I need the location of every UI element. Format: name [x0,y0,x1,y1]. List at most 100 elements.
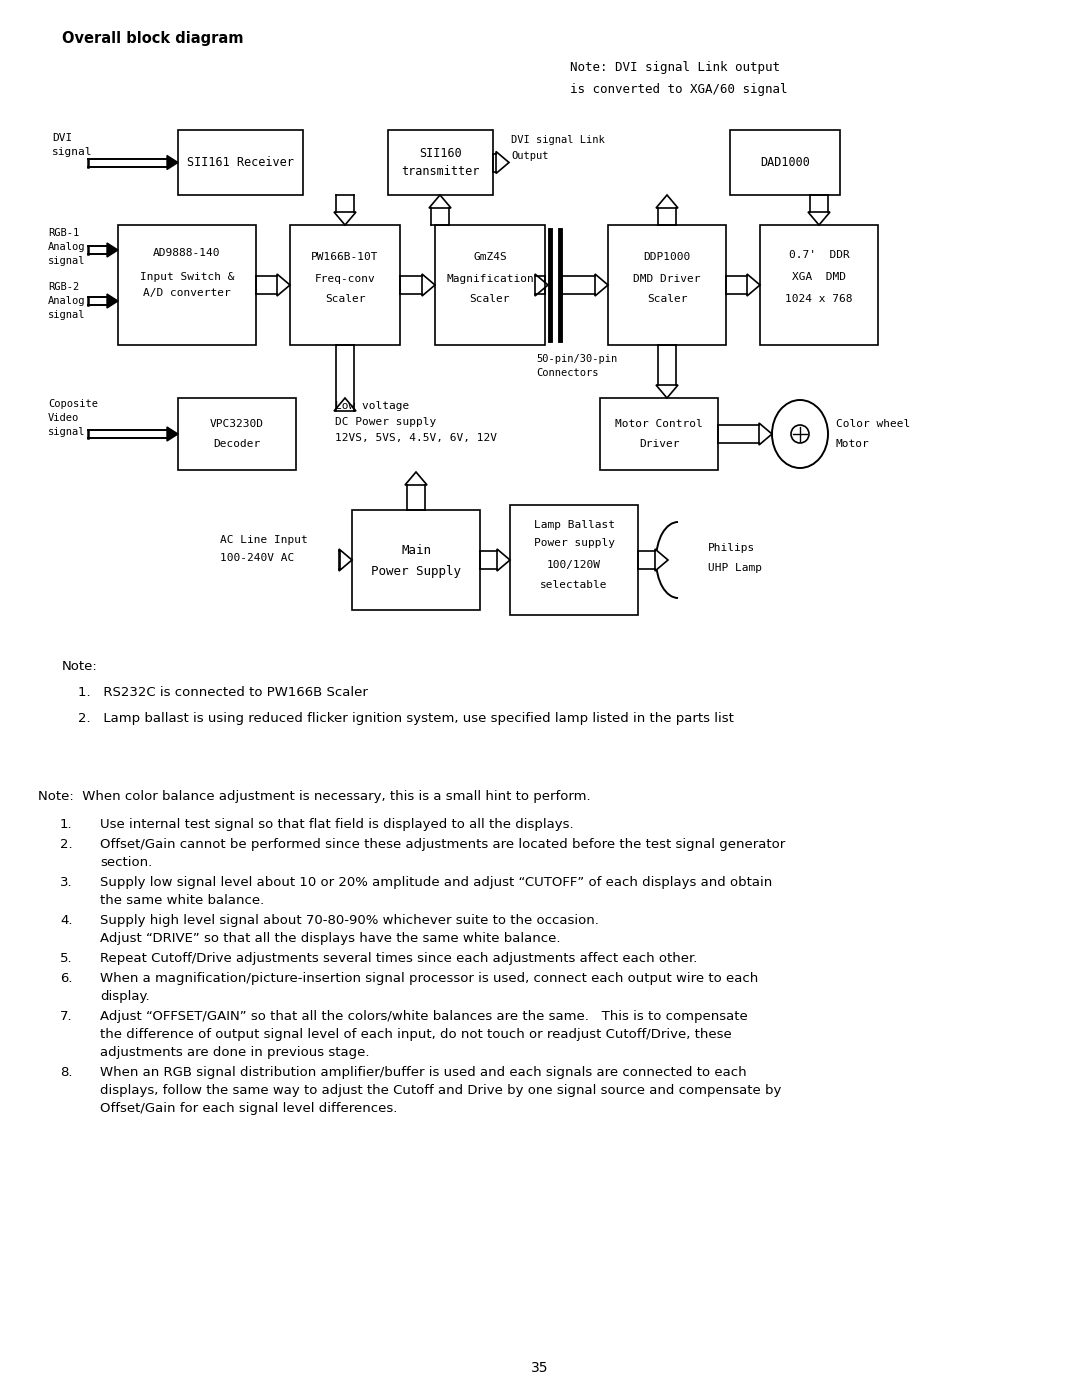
Text: VPC3230D: VPC3230D [210,419,264,429]
Text: is converted to XGA/60 signal: is converted to XGA/60 signal [570,84,787,96]
Polygon shape [334,212,356,225]
Text: signal: signal [52,147,93,156]
Text: 2.: 2. [60,838,72,851]
Text: Note:  When color balance adjustment is necessary, this is a small hint to perfo: Note: When color balance adjustment is n… [38,789,591,803]
Text: Scaler: Scaler [647,293,687,305]
Text: DAD1000: DAD1000 [760,156,810,169]
Polygon shape [759,423,772,446]
Text: Motor: Motor [836,439,869,448]
Polygon shape [656,196,678,208]
Ellipse shape [772,400,828,468]
Polygon shape [747,274,760,296]
Text: Power Supply: Power Supply [372,566,461,578]
Text: the same white balance.: the same white balance. [100,894,265,907]
Polygon shape [107,243,118,257]
Text: Adjust “OFFSET/GAIN” so that all the colors/white balances are the same.   This : Adjust “OFFSET/GAIN” so that all the col… [100,1010,747,1023]
Text: Note:: Note: [62,659,98,673]
Text: Analog: Analog [48,296,85,306]
Text: Decoder: Decoder [214,439,260,448]
Text: DVI: DVI [52,133,72,142]
Text: Freq-conv: Freq-conv [314,274,376,284]
Bar [388,130,492,196]
Text: 1.   RS232C is connected to PW166B Scaler: 1. RS232C is connected to PW166B Scaler [78,686,368,698]
Text: display.: display. [100,990,150,1003]
Text: Driver: Driver [638,439,679,448]
Polygon shape [405,472,427,485]
Polygon shape [107,293,118,307]
Text: When an RGB signal distribution amplifier/buffer is used and each signals are co: When an RGB signal distribution amplifie… [100,1066,746,1078]
Text: 6.: 6. [60,972,72,985]
Bar [608,225,726,345]
Text: Power supply: Power supply [534,538,615,548]
Bar [600,398,718,469]
Text: 1024 x 768: 1024 x 768 [785,293,853,305]
Text: displays, follow the same way to adjust the Cutoff and Drive by one signal sourc: displays, follow the same way to adjust … [100,1084,781,1097]
Polygon shape [422,274,435,296]
Polygon shape [167,427,178,441]
Text: Repeat Cutoff/Drive adjustments several times since each adjustments affect each: Repeat Cutoff/Drive adjustments several … [100,951,698,965]
Text: AD9888-140: AD9888-140 [153,249,220,258]
Text: Offset/Gain cannot be performed since these adjustments are located before the t: Offset/Gain cannot be performed since th… [100,838,785,851]
Text: Use internal test signal so that flat field is displayed to all the displays.: Use internal test signal so that flat fi… [100,819,573,831]
Text: SII160: SII160 [419,147,462,161]
Text: Magnification: Magnification [446,274,534,284]
Text: 3.: 3. [60,876,72,888]
Text: UHP Lamp: UHP Lamp [708,563,762,573]
Text: RGB-2: RGB-2 [48,282,79,292]
Text: Main: Main [401,543,431,556]
Text: Adjust “DRIVE” so that all the displays have the same white balance.: Adjust “DRIVE” so that all the displays … [100,932,561,944]
Polygon shape [334,398,356,411]
Text: selectable: selectable [540,580,608,590]
Bar [178,130,303,196]
Text: Note: DVI signal Link output: Note: DVI signal Link output [570,61,780,74]
Text: Supply high level signal about 70-80-90% whichever suite to the occasion.: Supply high level signal about 70-80-90%… [100,914,599,928]
Text: Philips: Philips [708,543,755,553]
Text: the difference of output signal level of each input, do not touch or readjust Cu: the difference of output signal level of… [100,1028,732,1041]
Text: Lamp Ballast: Lamp Ballast [534,520,615,529]
Text: 4.: 4. [60,914,72,928]
Polygon shape [656,386,678,398]
Text: 100-240V AC: 100-240V AC [220,553,294,563]
Text: DVI signal Link: DVI signal Link [511,136,605,145]
Text: signal: signal [48,427,85,437]
Polygon shape [167,155,178,169]
Polygon shape [429,196,451,208]
Text: Color wheel: Color wheel [836,419,910,429]
Text: Overall block diagram: Overall block diagram [62,31,243,46]
Polygon shape [276,274,291,296]
Text: DMD Driver: DMD Driver [633,274,701,284]
Text: DC Power supply: DC Power supply [335,416,436,427]
Text: Scaler: Scaler [325,293,365,305]
Text: signal: signal [48,310,85,320]
Text: GmZ4S: GmZ4S [473,251,507,263]
Text: Low voltage: Low voltage [335,401,409,411]
Polygon shape [595,274,608,296]
Text: Output: Output [511,151,549,161]
Bar [730,130,840,196]
Text: 12VS, 5VS, 4.5V, 6V, 12V: 12VS, 5VS, 4.5V, 6V, 12V [335,433,497,443]
Polygon shape [496,151,509,173]
Text: Scaler: Scaler [470,293,510,305]
Text: 8.: 8. [60,1066,72,1078]
Text: Coposite: Coposite [48,400,98,409]
Text: adjustments are done in previous stage.: adjustments are done in previous stage. [100,1046,369,1059]
Bar [291,225,400,345]
Ellipse shape [791,425,809,443]
Text: Offset/Gain for each signal level differences.: Offset/Gain for each signal level differ… [100,1102,397,1115]
Text: DDP1000: DDP1000 [644,251,690,263]
Polygon shape [535,274,548,296]
Bar [510,504,638,615]
Polygon shape [497,549,510,571]
Bar [118,225,256,345]
Text: Connectors: Connectors [536,367,598,379]
Text: A/D converter: A/D converter [144,288,231,298]
Text: 35: 35 [531,1361,549,1375]
Polygon shape [808,212,831,225]
Text: 7.: 7. [60,1010,72,1023]
Text: PW166B-10T: PW166B-10T [311,251,379,263]
Text: 100/120W: 100/120W [546,560,600,570]
Text: 5.: 5. [60,951,72,965]
Text: transmitter: transmitter [402,165,480,177]
Text: SII161 Receiver: SII161 Receiver [187,156,294,169]
Text: When a magnification/picture-insertion signal processor is used, connect each ou: When a magnification/picture-insertion s… [100,972,758,985]
